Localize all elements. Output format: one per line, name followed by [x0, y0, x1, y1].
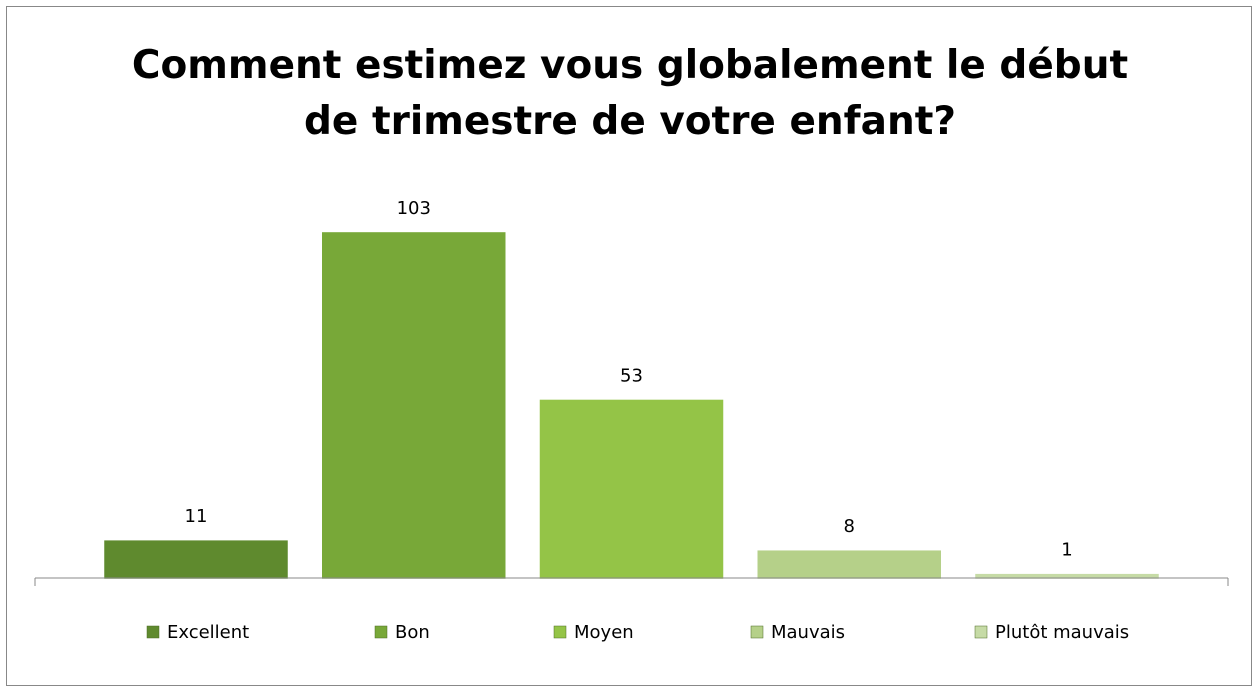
data-label: 11	[185, 506, 208, 527]
chart-title: Comment estimez vous globalement le débu…	[131, 43, 1129, 144]
legend-label: Mauvais	[771, 622, 845, 643]
legend-swatch	[553, 625, 567, 639]
legend-label: Plutôt mauvais	[995, 622, 1129, 643]
bar	[757, 550, 941, 579]
data-label: 103	[397, 198, 431, 219]
data-label: 1	[1061, 540, 1072, 561]
legend-swatch	[750, 625, 764, 639]
bar	[539, 399, 724, 579]
legend-label: Excellent	[167, 622, 249, 643]
data-label: 8	[844, 516, 855, 537]
bar	[104, 540, 288, 579]
data-label: 53	[620, 365, 643, 386]
bar	[975, 573, 1159, 579]
legend-label: Moyen	[574, 622, 634, 643]
legend-swatch	[974, 625, 988, 639]
legend-swatch	[146, 625, 160, 639]
bar	[322, 232, 506, 579]
legend-label: Bon	[395, 622, 430, 643]
legend-swatch	[374, 625, 388, 639]
